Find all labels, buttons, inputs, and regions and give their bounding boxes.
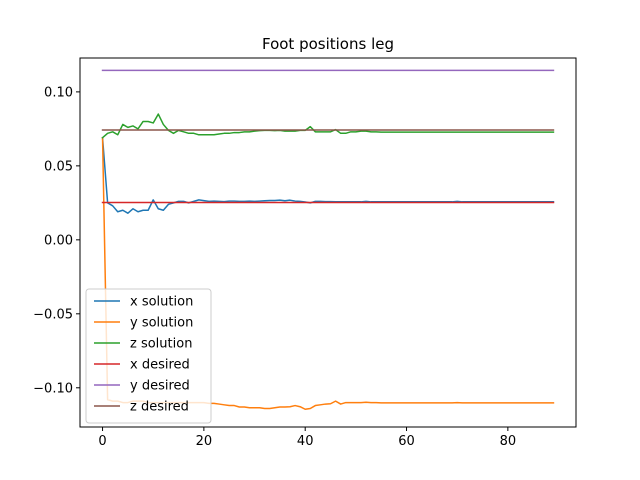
legend-label: x solution — [130, 295, 193, 310]
legend-label: x desired — [130, 358, 190, 373]
y-tick-label: −0.10 — [33, 381, 73, 396]
x-tick-label: 40 — [297, 434, 314, 449]
chart-title: Foot positions leg — [262, 35, 394, 53]
x-axis: 0 20 40 60 80 — [98, 427, 516, 449]
y-axis: −0.10 −0.05 0.00 0.05 0.10 — [33, 85, 80, 396]
legend-label: y solution — [130, 316, 193, 331]
legend-label: z desired — [130, 400, 189, 415]
y-tick-label: 0.00 — [44, 233, 73, 248]
x-tick-label: 20 — [196, 434, 213, 449]
series-line-z-solution — [101, 113, 555, 139]
x-tick-label: 60 — [398, 434, 415, 449]
legend: x solution y solution z solution x desired y… — [85, 288, 212, 424]
x-tick-label: 80 — [500, 434, 517, 449]
plot-frame — [79, 57, 577, 428]
legend-label: y desired — [130, 379, 190, 394]
y-tick-label: 0.05 — [44, 159, 73, 174]
y-tick-label: −0.05 — [33, 307, 73, 322]
legend-label: z solution — [130, 337, 192, 352]
x-tick-label: 0 — [98, 434, 106, 449]
y-tick-label: 0.10 — [44, 85, 73, 100]
